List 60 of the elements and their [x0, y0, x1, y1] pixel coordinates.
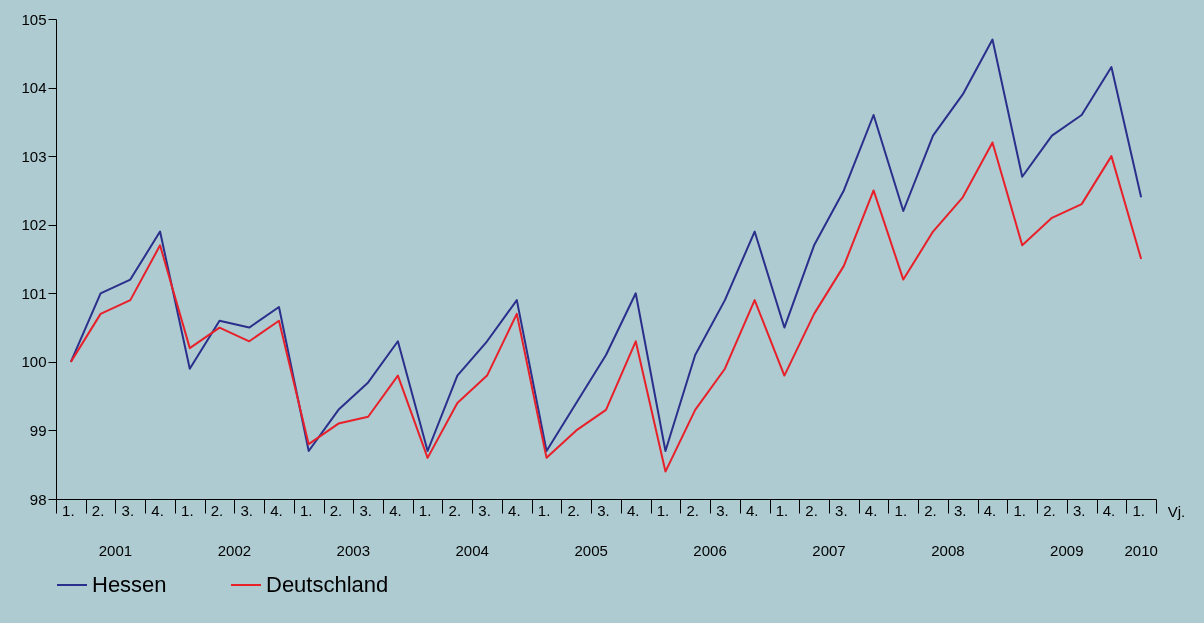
y-tick-label: 101 [21, 284, 47, 302]
x-tick-label: 1. [62, 501, 75, 519]
x-tick-label: 4. [389, 501, 402, 519]
x-tick-label: 2. [567, 501, 581, 519]
x-tick-label: 2. [1043, 501, 1056, 519]
x-tick-label: 3. [835, 501, 848, 519]
x-tick-label: 4. [626, 501, 640, 519]
text: 2009 [1050, 542, 1084, 559]
x-tick-label: 1. [894, 501, 908, 519]
x-tick-label: 1. [775, 501, 789, 519]
x-tick-label: 1. [1132, 501, 1145, 519]
y-tick-label: 100 [21, 353, 47, 371]
y-tick-label: 98 [29, 490, 47, 508]
x-tick-label: 2. [448, 501, 462, 519]
line-series [69, 141, 1143, 473]
text: 2004 [455, 542, 489, 559]
x-tick-label: 2. [805, 501, 818, 519]
text: 2002 [217, 542, 252, 559]
line-series [69, 38, 1143, 452]
y-tick-label: 102 [21, 216, 47, 234]
x-tick-label: 1. [656, 501, 670, 519]
text: 2003 [336, 542, 370, 559]
text: 2006 [693, 542, 727, 559]
legend-label: Hessen [92, 572, 167, 597]
x-tick-label: 3. [597, 501, 610, 519]
x-tick-label: 3. [359, 501, 372, 519]
legend-label: Deutschland [266, 572, 389, 597]
x-axis-title: Vj. [1167, 502, 1186, 520]
text: 2005 [574, 542, 608, 559]
x-tick-label: 1. [181, 501, 194, 519]
x-tick-label: 2. [210, 501, 224, 519]
y-tick-label: 99 [29, 421, 47, 439]
x-tick-label: 4. [508, 501, 521, 519]
y-tick-label: 105 [21, 10, 47, 28]
x-tick-label: 4. [864, 501, 878, 519]
x-tick-label: 1. [299, 501, 313, 519]
text: 2001 [98, 542, 133, 559]
x-tick-label: 3. [716, 501, 729, 519]
x-tick-label: 2. [924, 501, 937, 519]
text: 2010 [1124, 542, 1158, 559]
y-tick-label: 103 [21, 147, 47, 165]
x-tick-label: 3. [478, 501, 491, 519]
x-tick-label: 4. [983, 501, 997, 519]
x-tick-label: 1. [418, 501, 432, 519]
x-tick-label: 2. [91, 501, 105, 519]
x-tick-label: 3. [954, 501, 967, 519]
x-tick-label: 4. [745, 501, 759, 519]
text: 2008 [931, 542, 965, 559]
x-tick-label: 2. [686, 501, 699, 519]
x-tick-label: 2. [329, 501, 343, 519]
x-tick-label: 3. [1072, 501, 1086, 519]
text: 2007 [812, 542, 846, 559]
x-tick-label: 1. [1013, 501, 1026, 519]
x-tick-label: 3. [240, 501, 253, 519]
x-tick-label: 3. [121, 501, 135, 519]
x-tick-label: 4. [270, 501, 283, 519]
y-tick-label: 104 [21, 79, 47, 97]
x-tick-label: 1. [537, 501, 551, 519]
x-tick-label: 4. [151, 501, 164, 519]
x-tick-label: 4. [1102, 501, 1116, 519]
